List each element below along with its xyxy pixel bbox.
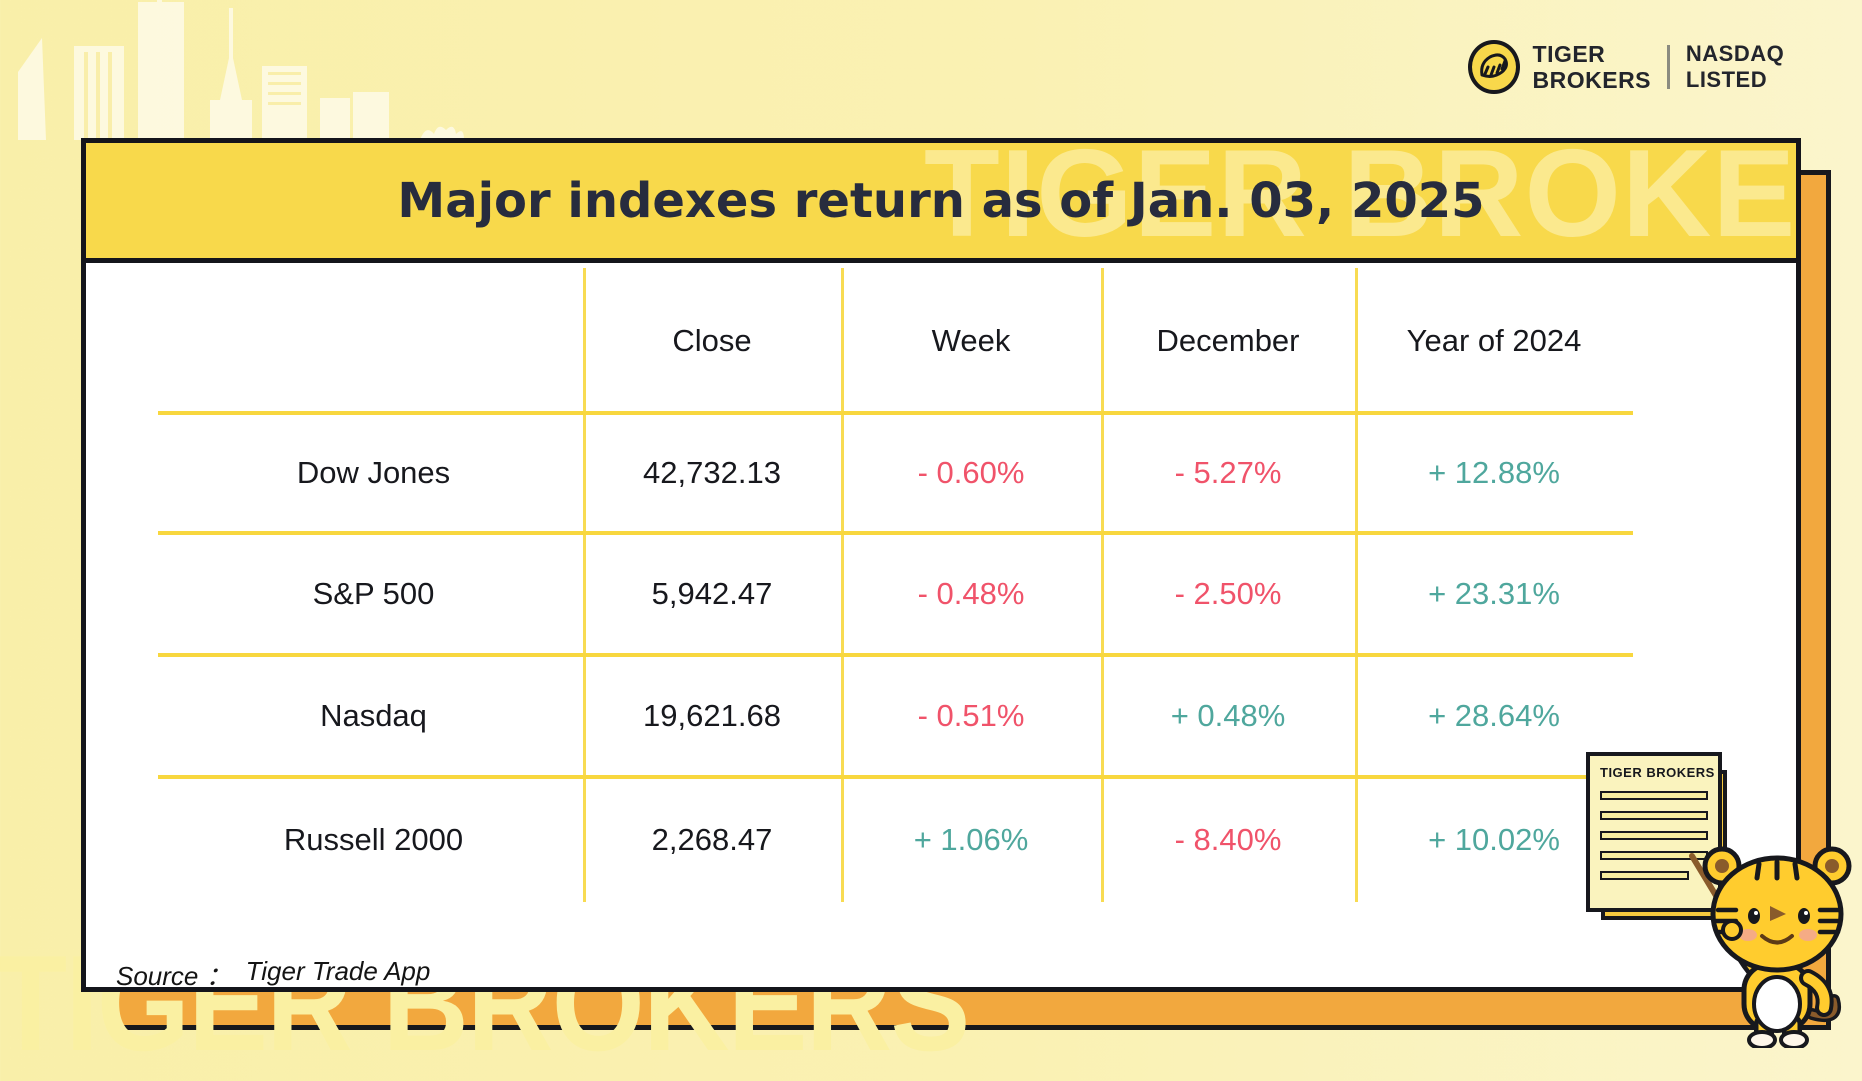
header-week: Week	[931, 322, 1011, 358]
week-change: - 0.48%	[917, 576, 1025, 611]
december-change: - 2.50%	[1174, 576, 1282, 611]
index-name: Dow Jones	[296, 455, 451, 490]
index-table: Close Week December Year of 2024 Dow Jon…	[86, 268, 1796, 991]
brand-divider	[1667, 45, 1670, 89]
source-label: Source ：	[116, 961, 232, 991]
tiger-mascot	[1689, 846, 1852, 1048]
index-name: Nasdaq	[320, 698, 427, 733]
source-value: Tiger Trade App	[245, 956, 431, 986]
header-december: December	[1156, 322, 1300, 358]
paper-text-bar	[1600, 811, 1708, 820]
index-name: S&P 500	[312, 576, 435, 611]
week-change: - 0.51%	[917, 698, 1025, 733]
index-return-card: TIGER BROKERS Major indexes return as of…	[81, 138, 1801, 992]
brand-name-line2: BROKERS	[1532, 67, 1652, 93]
source-note: Source ： Tiger Trade App	[116, 956, 430, 993]
close-value: 19,621.68	[643, 698, 781, 733]
title-bar-watermark: TIGER BROKERS	[924, 143, 1796, 263]
close-value: 2,268.47	[651, 821, 773, 857]
row-divider	[158, 653, 1633, 657]
table-row: S&P 500 5,942.47 - 0.48% - 2.50% + 23.31…	[86, 533, 1796, 655]
week-change: - 0.60%	[917, 455, 1025, 490]
page-title: Major indexes return as of Jan. 03, 2025	[397, 172, 1485, 229]
brand-name: TIGER BROKERS	[1533, 41, 1652, 93]
close-value: 5,942.47	[651, 576, 773, 611]
brand-name-line1: TIGER	[1532, 41, 1606, 67]
year-change: + 12.88%	[1428, 455, 1560, 490]
column-divider	[1101, 268, 1104, 902]
table-row: Nasdaq 19,621.68 - 0.51% + 0.48% + 28.64…	[86, 655, 1796, 777]
title-bar: TIGER BROKERS Major indexes return as of…	[86, 143, 1796, 263]
brand-lockup: TIGER BROKERS NASDAQ LISTED	[1468, 40, 1862, 94]
paper-text-bar	[1600, 831, 1708, 840]
year-change: + 23.31%	[1428, 576, 1560, 611]
table-row: Dow Jones 42,732.13 - 0.60% - 5.27% + 12…	[86, 413, 1796, 533]
paper-text-bar	[1600, 871, 1689, 880]
nasdaq-listed-label: NASDAQ LISTED	[1685, 41, 1785, 92]
index-name: Russell 2000	[283, 821, 464, 857]
row-divider	[158, 411, 1633, 415]
column-divider	[841, 268, 844, 902]
row-divider	[158, 775, 1633, 779]
row-divider	[158, 531, 1633, 535]
december-change: + 0.48%	[1170, 698, 1286, 733]
column-divider	[1355, 268, 1358, 902]
table-header-row: Close Week December Year of 2024	[86, 268, 1796, 413]
header-year: Year of 2024	[1406, 322, 1582, 358]
year-change: + 28.64%	[1428, 698, 1560, 733]
paper-header: TIGER BROKERS	[1600, 765, 1715, 780]
table-row: Russell 2000 2,268.47 + 1.06% - 8.40% + …	[86, 777, 1796, 902]
december-change: - 5.27%	[1174, 455, 1282, 490]
tiger-brokers-logo-icon	[1468, 40, 1520, 94]
december-change: - 8.40%	[1174, 821, 1282, 857]
column-divider	[583, 268, 586, 902]
city-skyline-graphic	[18, 0, 464, 140]
paper-sheet-front: TIGER BROKERS	[1586, 752, 1722, 912]
close-value: 42,732.13	[643, 455, 781, 490]
paper-text-bar	[1600, 791, 1708, 800]
year-change: + 10.02%	[1428, 821, 1560, 857]
week-change: + 1.06%	[913, 821, 1029, 857]
header-close: Close	[672, 322, 752, 358]
